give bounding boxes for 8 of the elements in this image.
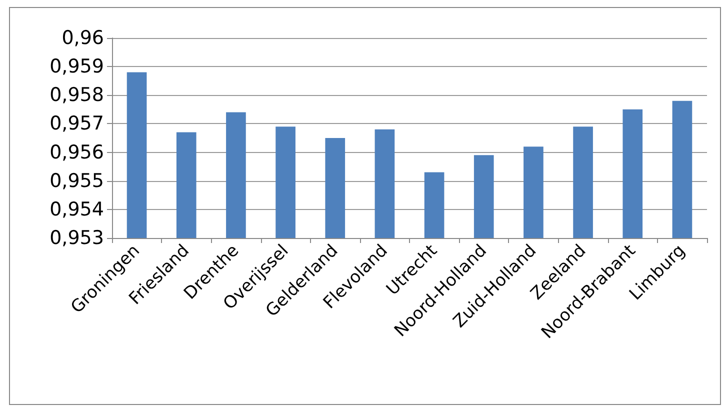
y-tick-label: 0,956 — [50, 141, 104, 164]
y-tick-label: 0,96 — [62, 27, 104, 49]
y-tick-label: 0,957 — [50, 112, 104, 135]
y-tick-label: 0,959 — [50, 56, 104, 78]
y-tick-label: 0,953 — [50, 227, 104, 249]
y-tick-label: 0,958 — [50, 84, 104, 106]
y-tick-label: 0,954 — [50, 198, 104, 220]
y-tick-label: 0,955 — [50, 170, 104, 192]
